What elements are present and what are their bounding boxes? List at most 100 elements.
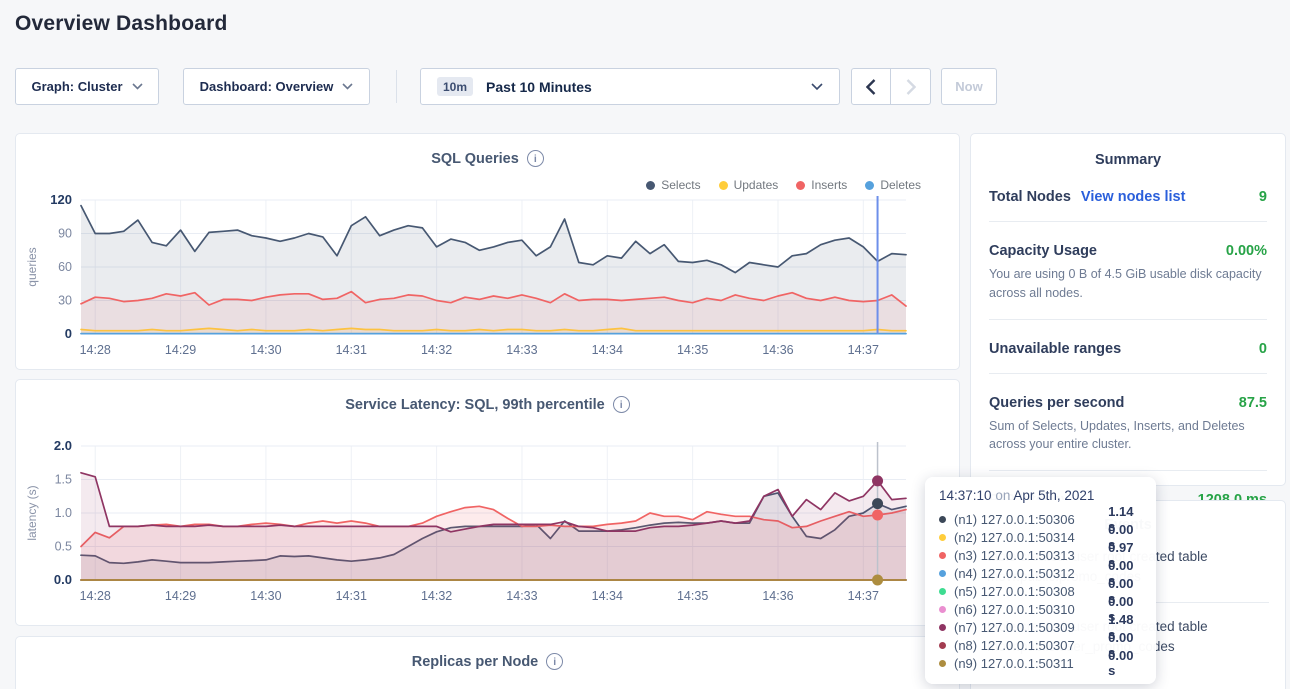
svg-text:0.5: 0.5	[55, 540, 72, 554]
svg-text:60: 60	[58, 260, 72, 274]
graph-scope-dropdown[interactable]: Graph: Cluster	[15, 68, 159, 105]
summary-metric-qps: Queries per second 87.5	[989, 395, 1267, 411]
svg-text:120: 120	[50, 192, 72, 207]
service-latency-chart[interactable]: 14:2814:2914:3014:3114:3214:3314:3414:35…	[16, 430, 959, 626]
now-button[interactable]: Now	[941, 68, 997, 105]
chart-tooltip: 14:37:10 on Apr 5th, 2021 (n1) 127.0.0.1…	[925, 477, 1156, 684]
metric-label: Queries per second	[989, 395, 1124, 411]
svg-text:14:34: 14:34	[592, 589, 623, 603]
svg-text:14:29: 14:29	[165, 589, 196, 603]
metric-value: 9	[1259, 189, 1267, 205]
section-divider	[989, 319, 1267, 320]
chart-title: Service Latency: SQL, 99th percentile i	[16, 396, 959, 413]
svg-text:14:34: 14:34	[592, 343, 623, 357]
view-nodes-list-link[interactable]: View nodes list	[1081, 189, 1186, 205]
metric-value: 0	[1259, 341, 1267, 357]
chevron-down-icon	[342, 83, 353, 90]
svg-text:14:30: 14:30	[250, 589, 281, 603]
metric-value: 0.00%	[1226, 243, 1267, 259]
chart-title-text: Replicas per Node	[412, 654, 539, 670]
chart-title-text: SQL Queries	[431, 151, 519, 167]
svg-text:14:37: 14:37	[848, 343, 879, 357]
graph-scope-label: Graph: Cluster	[31, 79, 122, 94]
node-color-dot	[939, 588, 946, 595]
chart-title-text: Service Latency: SQL, 99th percentile	[345, 397, 605, 413]
page-title: Overview Dashboard	[15, 12, 228, 36]
svg-text:14:30: 14:30	[250, 343, 281, 357]
svg-text:14:28: 14:28	[80, 589, 111, 603]
node-label: (n2) 127.0.0.1:50314	[954, 530, 1100, 545]
svg-text:1.0: 1.0	[55, 506, 72, 520]
svg-text:2.0: 2.0	[54, 438, 72, 453]
summary-metric-total-nodes: Total Nodes View nodes list 9	[989, 189, 1267, 205]
svg-text:14:29: 14:29	[165, 343, 196, 357]
info-icon[interactable]: i	[613, 396, 630, 413]
node-color-dot	[939, 534, 946, 541]
dashboard-dropdown[interactable]: Dashboard: Overview	[183, 68, 370, 105]
tooltip-on: on	[995, 488, 1010, 503]
time-prev-button[interactable]	[851, 68, 891, 105]
sql-queries-card: SQL Queries i SelectsUpdatesInsertsDelet…	[15, 133, 960, 370]
svg-text:14:35: 14:35	[677, 589, 708, 603]
metric-label: Total Nodes	[989, 189, 1071, 205]
node-label: (n6) 127.0.0.1:50310	[954, 602, 1100, 617]
chart-title: SQL Queries i	[16, 150, 959, 167]
node-color-dot	[939, 642, 946, 649]
node-label: (n3) 127.0.0.1:50313	[954, 548, 1100, 563]
sql-queries-chart[interactable]: 14:2814:2914:3014:3114:3214:3314:3414:35…	[16, 184, 959, 370]
node-color-dot	[939, 552, 946, 559]
svg-text:14:31: 14:31	[336, 589, 367, 603]
time-range-label: Past 10 Minutes	[486, 79, 802, 95]
tooltip-date: Apr 5th, 2021	[1013, 488, 1094, 503]
dashboard-label: Dashboard: Overview	[200, 79, 334, 94]
svg-text:14:37: 14:37	[848, 589, 879, 603]
node-label: (n1) 127.0.0.1:50306	[954, 512, 1100, 527]
svg-text:14:32: 14:32	[421, 589, 452, 603]
svg-text:queries: queries	[25, 247, 39, 286]
node-label: (n8) 127.0.0.1:50307	[954, 638, 1100, 653]
summary-card: Summary Total Nodes View nodes list 9 Ca…	[970, 133, 1286, 486]
summary-metric-unavailable-ranges: Unavailable ranges 0	[989, 341, 1267, 357]
svg-text:90: 90	[58, 227, 72, 241]
node-color-dot	[939, 660, 946, 667]
metric-label: Capacity Usage	[989, 243, 1097, 259]
section-divider	[989, 373, 1267, 374]
section-divider	[989, 470, 1267, 471]
metric-value: 87.5	[1239, 395, 1267, 411]
summary-metric-capacity: Capacity Usage 0.00%	[989, 243, 1267, 259]
svg-text:0.0: 0.0	[54, 572, 72, 587]
chevron-down-icon	[811, 83, 823, 91]
time-next-button[interactable]	[890, 68, 931, 105]
node-label: (n7) 127.0.0.1:50309	[954, 620, 1100, 635]
svg-text:14:36: 14:36	[762, 343, 793, 357]
svg-text:14:36: 14:36	[762, 589, 793, 603]
metric-description: Sum of Selects, Updates, Inserts, and De…	[989, 417, 1267, 455]
info-icon[interactable]: i	[546, 653, 563, 670]
node-label: (n5) 127.0.0.1:50308	[954, 584, 1100, 599]
time-range-badge: 10m	[437, 77, 473, 96]
node-color-dot	[939, 624, 946, 631]
metric-description: You are using 0 B of 4.5 GiB usable disk…	[989, 265, 1267, 303]
time-range-picker[interactable]: 10m Past 10 Minutes	[420, 68, 840, 105]
toolbar-divider	[396, 70, 397, 103]
summary-title: Summary	[971, 152, 1285, 168]
replicas-per-node-card: Replicas per Node i	[15, 636, 960, 689]
node-color-dot	[939, 570, 946, 577]
node-label: (n4) 127.0.0.1:50312	[954, 566, 1100, 581]
svg-text:14:35: 14:35	[677, 343, 708, 357]
node-value: 0.00 s	[1108, 648, 1142, 678]
tooltip-time: 14:37:10	[939, 488, 992, 503]
chevron-down-icon	[132, 83, 143, 90]
svg-text:14:32: 14:32	[421, 343, 452, 357]
overview-dashboard-page: Overview Dashboard Graph: Cluster Dashbo…	[0, 0, 1290, 689]
chevron-right-icon	[906, 79, 916, 95]
info-icon[interactable]: i	[527, 150, 544, 167]
service-latency-card: Service Latency: SQL, 99th percentile i …	[15, 379, 960, 626]
chevron-left-icon	[866, 79, 876, 95]
svg-text:latency (s): latency (s)	[25, 485, 39, 540]
svg-text:14:28: 14:28	[80, 343, 111, 357]
tooltip-timestamp: 14:37:10 on Apr 5th, 2021	[939, 488, 1142, 503]
chart-title: Replicas per Node i	[16, 653, 959, 670]
tooltip-row: (n9) 127.0.0.1:503110.00 s	[939, 654, 1142, 672]
section-divider	[989, 221, 1267, 222]
